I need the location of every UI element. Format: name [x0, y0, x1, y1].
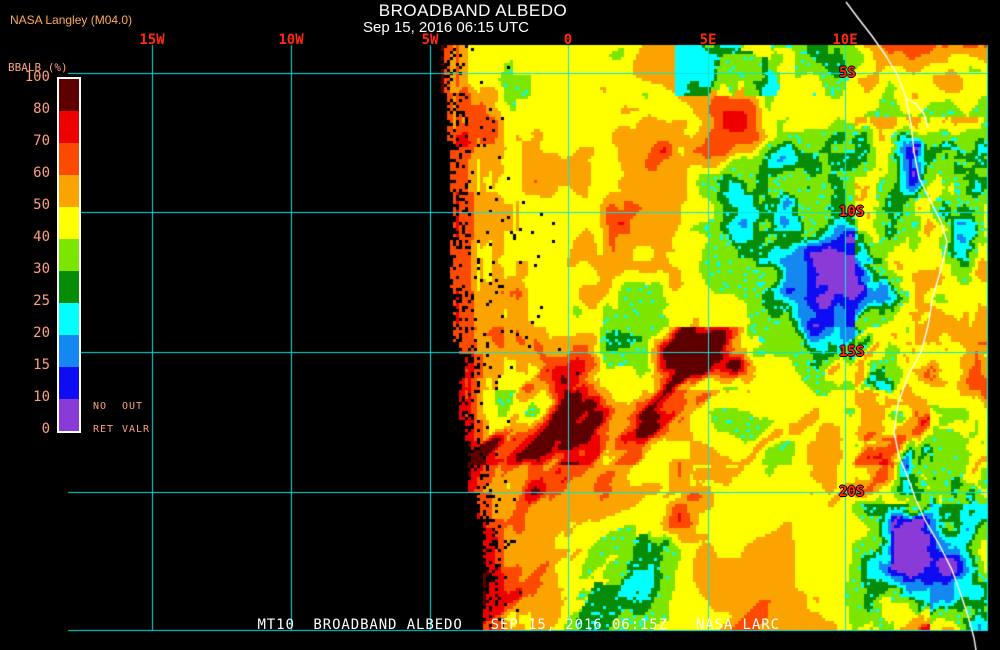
- colorbar-segment: [59, 399, 79, 431]
- colorbar-segment: [59, 303, 79, 335]
- legend-flag-out: OUT: [122, 401, 144, 412]
- colorbar-tick-label: 10: [33, 389, 50, 405]
- lon-tick-label: 15W: [139, 32, 165, 48]
- lat-tick-label: 10S: [839, 204, 865, 220]
- colorbar-segment: [59, 143, 79, 175]
- colorbar-tick-label: 80: [33, 101, 50, 117]
- page-title: BROADBAND ALBEDO: [378, 1, 568, 20]
- colorbar-tick-label: 50: [33, 197, 50, 213]
- legend-flag-no: NO: [93, 401, 108, 412]
- lat-tick-label: 15S: [839, 344, 865, 360]
- status-bar: MT10 BROADBAND ALBEDO SEP 15, 2016 06:15…: [220, 601, 780, 649]
- lon-tick-label: 5E: [699, 32, 717, 48]
- timestamp-subtitle: Sep 15, 2016 06:15 UTC: [363, 19, 529, 36]
- colorbar-tick-label: 25: [33, 293, 50, 309]
- colorbar-tick-label: 40: [33, 229, 50, 245]
- colorbar-segment: [59, 239, 79, 271]
- lon-tick-label: 0: [563, 32, 573, 48]
- colorbar-tick-label: 20: [33, 325, 50, 341]
- lat-tick-label: 5S: [839, 65, 856, 81]
- lon-tick-label: 10W: [278, 32, 304, 48]
- colorbar-segment: [59, 335, 79, 367]
- colorbar-tick-label: 70: [33, 133, 50, 149]
- colorbar-segment: [59, 175, 79, 207]
- legend-title: BBALB (%): [8, 61, 68, 74]
- colorbar-tick-label: 30: [33, 261, 50, 277]
- colorbar-segment: [59, 367, 79, 399]
- colorbar-segment: [59, 207, 79, 239]
- colorbar-segment: [59, 271, 79, 303]
- lon-tick-label: 5W: [421, 32, 439, 48]
- colorbar-tick-label: 100: [24, 69, 50, 85]
- colorbar-tick-label: 15: [33, 357, 50, 373]
- colorbar-tick-label: 0: [41, 421, 50, 437]
- colorbar: [57, 77, 81, 433]
- colorbar-segment: [59, 79, 79, 111]
- credit-label: NASA Langley (M04.0): [10, 13, 133, 27]
- status-bar-text: MT10 BROADBAND ALBEDO SEP 15, 2016 06:15…: [257, 617, 780, 633]
- lon-tick-label: 10E: [832, 32, 858, 48]
- legend-flag-valr: VALR: [122, 424, 151, 435]
- colorbar-segment: [59, 111, 79, 143]
- legend-flag-ret: RET: [93, 424, 115, 435]
- lat-tick-label: 20S: [839, 484, 865, 500]
- colorbar-tick-label: 60: [33, 165, 50, 181]
